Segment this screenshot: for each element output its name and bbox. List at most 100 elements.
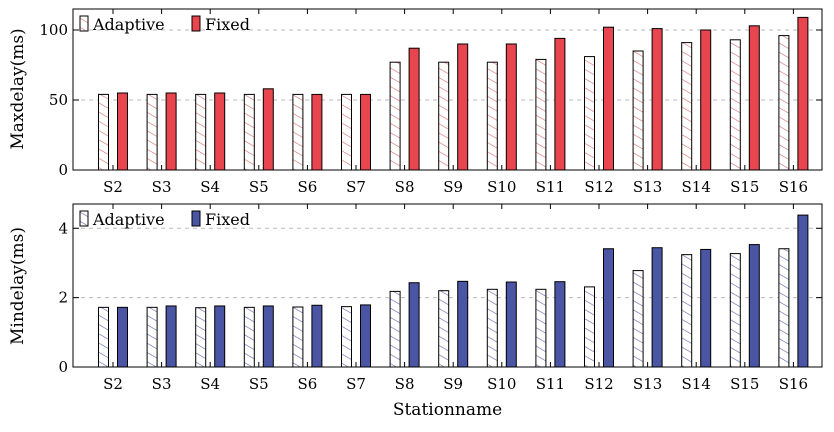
y-tick-label: 0 — [58, 161, 68, 179]
x-tick-label-S3: S3 — [152, 178, 172, 196]
x-tick-label-S16: S16 — [779, 178, 808, 196]
y-tick-label: 50 — [49, 91, 68, 109]
x-tick-label-S11: S11 — [536, 178, 565, 196]
chart-panel-2: 0 2 4 Mindelay(ms) S2 S3 S4 S5 S6 S7 S8 S9 S10 S11 S12… — [8, 203, 823, 420]
bar-fixed-S10 — [505, 281, 517, 368]
legend-swatch-fixed — [191, 210, 201, 227]
x-tick-label-S13: S13 — [633, 375, 662, 393]
bar-fixed-S9 — [457, 280, 469, 368]
x-tick-label-S4: S4 — [200, 178, 220, 196]
bar-adaptive-S14 — [681, 254, 693, 368]
bar-adaptive-S4 — [195, 307, 207, 368]
bar-adaptive-S7 — [341, 306, 352, 368]
x-tick-label-S2: S2 — [103, 178, 123, 196]
bar-fixed-S4 — [214, 305, 226, 368]
bar-adaptive-S13 — [632, 270, 644, 368]
legend-label-fixed: Fixed — [205, 15, 250, 34]
x-tick-label-S5: S5 — [249, 375, 269, 393]
bar-fixed-S7 — [360, 93, 371, 171]
bar-fixed-S6 — [311, 93, 323, 171]
legend-swatch-adaptive — [79, 15, 89, 32]
bar-fixed-S15 — [748, 244, 760, 368]
bar-adaptive-S11 — [535, 288, 547, 368]
bar-fixed-S11 — [554, 281, 566, 368]
bar-fixed-S2 — [117, 306, 128, 368]
bar-fixed-S5 — [262, 88, 274, 171]
x-tick-label-S10: S10 — [487, 178, 516, 196]
x-tick-label-S14: S14 — [682, 178, 711, 196]
x-tick-label-S10: S10 — [487, 375, 516, 393]
bar-adaptive-S14 — [681, 42, 693, 171]
bar-adaptive-S9 — [438, 290, 450, 368]
x-tick-label-S14: S14 — [682, 375, 711, 393]
bar-adaptive-S15 — [729, 39, 741, 171]
bar-adaptive-S13 — [632, 50, 644, 171]
x-tick-label-S15: S15 — [730, 178, 759, 196]
x-axis-title: Stationname — [393, 400, 502, 420]
bar-adaptive-S12 — [584, 286, 595, 368]
x-tick-label-S15: S15 — [730, 375, 759, 393]
x-tick-label-S13: S13 — [633, 178, 662, 196]
bar-adaptive-S8 — [389, 290, 401, 368]
x-tick-label-S5: S5 — [249, 178, 269, 196]
bar-fixed-S13 — [651, 247, 663, 368]
bar-adaptive-S10 — [486, 288, 498, 368]
y-axis-title: Mindelay(ms) — [8, 227, 28, 345]
bar-fixed-S8 — [408, 282, 420, 368]
x-tick-label-S2: S2 — [103, 375, 123, 393]
x-tick-label-S7: S7 — [346, 375, 366, 393]
bar-adaptive-S3 — [146, 93, 158, 171]
legend-label-adaptive: Adaptive — [92, 15, 165, 34]
bar-fixed-S8 — [408, 47, 420, 171]
bar-adaptive-S12 — [584, 56, 595, 171]
x-tick-label-S11: S11 — [536, 375, 565, 393]
x-tick-label-S7: S7 — [346, 178, 366, 196]
bar-fixed-S16 — [797, 214, 809, 368]
bar-fixed-S11 — [554, 37, 566, 171]
bar-adaptive-S2 — [98, 93, 109, 171]
bar-adaptive-S10 — [486, 61, 498, 171]
y-tick-label: 0 — [58, 358, 68, 376]
bar-adaptive-S11 — [535, 58, 547, 171]
bar-adaptive-S3 — [146, 306, 158, 368]
bar-fixed-S14 — [700, 29, 712, 171]
legend-swatch-fixed — [191, 15, 201, 32]
chart-panel-1: 0 50 100 Maxdelay(ms) S2 S3 S4 S5 S6 S7 S8 S9 S10 S11… — [8, 8, 823, 196]
bar-adaptive-S8 — [389, 61, 401, 171]
bar-fixed-S3 — [165, 305, 177, 368]
bar-adaptive-S6 — [292, 93, 304, 171]
bar-fixed-S7 — [360, 304, 371, 368]
bar-fixed-S12 — [603, 248, 614, 368]
bar-adaptive-S16 — [778, 248, 790, 368]
bar-adaptive-S15 — [729, 253, 741, 368]
bar-fixed-S10 — [505, 43, 517, 171]
bar-adaptive-S6 — [292, 306, 304, 368]
bar-fixed-S14 — [700, 248, 712, 368]
legend-swatch-adaptive — [79, 210, 89, 227]
legend-label-fixed: Fixed — [205, 210, 250, 229]
legend-label-adaptive: Adaptive — [92, 210, 165, 229]
y-tick-label: 4 — [58, 219, 68, 237]
x-tick-label-S9: S9 — [443, 375, 463, 393]
bar-adaptive-S4 — [195, 93, 207, 171]
x-tick-label-S3: S3 — [152, 375, 172, 393]
y-tick-label: 2 — [58, 289, 68, 307]
x-tick-label-S4: S4 — [200, 375, 220, 393]
y-axis-title: Maxdelay(ms) — [8, 28, 28, 149]
x-tick-label-S12: S12 — [584, 375, 613, 393]
bar-fixed-S6 — [311, 304, 323, 368]
x-tick-label-S8: S8 — [395, 178, 415, 196]
x-tick-label-S16: S16 — [779, 375, 808, 393]
bar-fixed-S13 — [651, 28, 663, 171]
bar-fixed-S3 — [165, 92, 177, 171]
bar-fixed-S9 — [457, 43, 469, 171]
bar-adaptive-S7 — [341, 93, 352, 171]
x-tick-label-S9: S9 — [443, 178, 463, 196]
y-tick-label: 100 — [39, 21, 68, 39]
bar-fixed-S16 — [797, 16, 809, 171]
bar-fixed-S4 — [214, 92, 226, 171]
x-tick-label-S12: S12 — [584, 178, 613, 196]
x-tick-label-S8: S8 — [395, 375, 415, 393]
bar-adaptive-S16 — [778, 35, 790, 171]
